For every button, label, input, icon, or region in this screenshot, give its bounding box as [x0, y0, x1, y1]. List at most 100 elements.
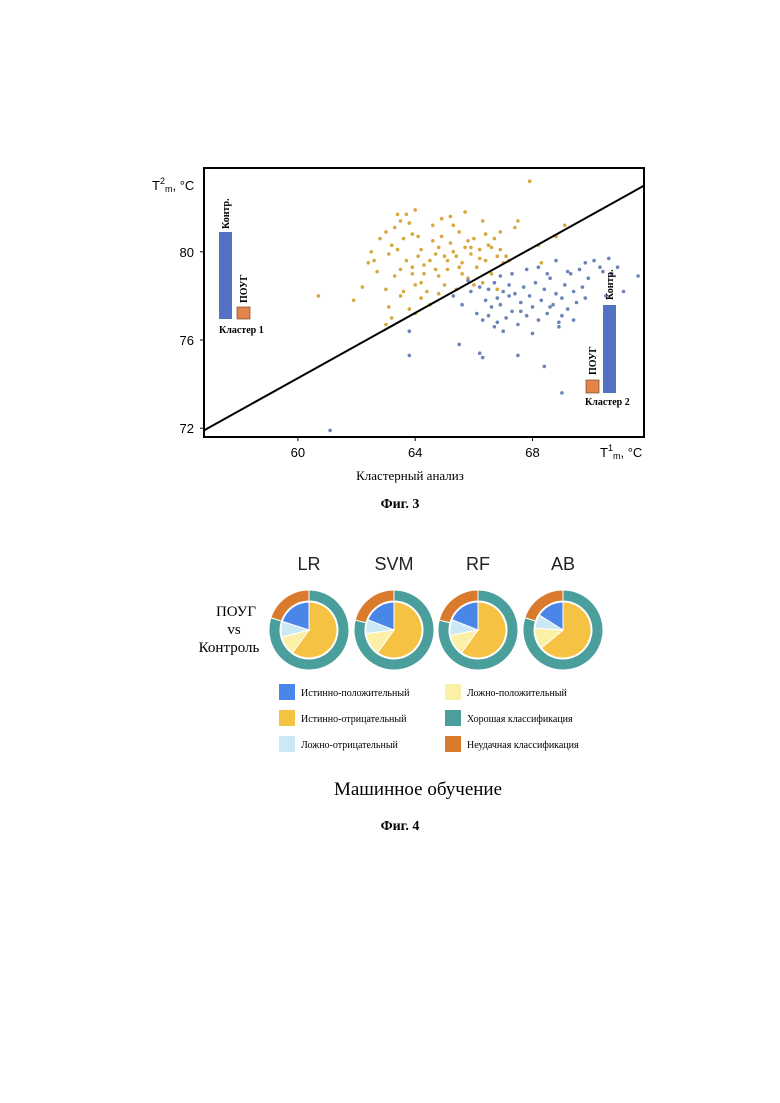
figure-4-caption: Фиг. 4 [381, 819, 420, 834]
series-1-point [460, 261, 464, 265]
series-2-point [510, 272, 514, 276]
series-1-point [443, 254, 447, 258]
series-2-point [554, 292, 558, 296]
series-1-point [455, 254, 459, 258]
figure-4-pies: LRSVMRFAB ПОУГ vs Контроль Истинно-полож… [199, 554, 603, 834]
series-1-point [416, 254, 420, 258]
series-1-point [460, 272, 464, 276]
series-1-point [413, 283, 417, 287]
series-1-point [490, 272, 494, 276]
series-1-point [466, 239, 470, 243]
series-1-point [457, 265, 461, 269]
series-1-point [393, 274, 397, 278]
series-2-point [560, 314, 564, 318]
series-1-point [487, 243, 491, 247]
series-2-point [487, 314, 491, 318]
series-2-point [537, 265, 541, 269]
cluster-1-poag-label: ПОУГ [239, 274, 250, 303]
series-1-point [402, 290, 406, 294]
scatter-points [317, 179, 640, 432]
series-2-point [519, 301, 523, 305]
cluster-1-annotation: Контр. ПОУГ Кластер 1 [219, 198, 264, 336]
pie-title: RF [466, 554, 490, 574]
y-tick-label: 76 [180, 333, 194, 348]
cluster-1-poag-bar [237, 307, 250, 319]
series-1-point [528, 179, 532, 183]
series-2-point [493, 281, 497, 285]
series-1-point [361, 285, 365, 289]
series-2-point [499, 274, 503, 278]
cluster-2-poag-label: ПОУГ [588, 346, 599, 375]
series-2-point [507, 294, 511, 298]
series-2-point [540, 299, 544, 303]
series-2-point [501, 329, 505, 333]
cluster-2-poag-bar [586, 380, 599, 393]
series-1-point [431, 239, 435, 243]
series-2-point [584, 296, 588, 300]
series-1-point [419, 296, 423, 300]
pie-panel-ab: AB [523, 554, 603, 670]
series-2-point [572, 318, 576, 322]
series-2-point [504, 316, 508, 320]
series-1-point [431, 224, 435, 228]
series-1-point [422, 272, 426, 276]
series-2-point [548, 305, 552, 309]
series-2-point [578, 268, 582, 272]
y-tick-label: 80 [180, 245, 194, 260]
series-1-point [396, 248, 400, 252]
series-1-point [516, 219, 520, 223]
cluster-2-control-bar [603, 305, 616, 393]
series-1-point [352, 299, 356, 303]
cluster-2-control-label: Контр. [605, 269, 616, 300]
series-2-point [487, 288, 491, 292]
figure-3-scatter: 606468727680 T2m, °C T1m, °C Кластерный … [152, 168, 644, 512]
series-1-point [428, 259, 432, 263]
row-label-line-1: ПОУГ [216, 604, 256, 620]
series-1-point [563, 224, 567, 228]
series-2-point [616, 265, 620, 269]
series-1-point [493, 237, 497, 241]
legend-swatch-tn [279, 710, 295, 726]
series-1-point [384, 288, 388, 292]
series-2-point [607, 257, 611, 261]
series-2-point [493, 325, 497, 329]
series-1-point [481, 219, 485, 223]
series-1-point [369, 250, 373, 254]
series-2-point [548, 276, 552, 280]
series-2-point [501, 290, 505, 294]
series-1-point [499, 248, 503, 252]
series-2-point [499, 303, 503, 307]
cluster-2-label: Кластер 2 [585, 397, 630, 408]
y-axis-title: T2m, °C [152, 176, 194, 194]
series-1-point [390, 243, 394, 247]
legend-swatch-tp [279, 684, 295, 700]
figure-canvas: 606468727680 T2m, °C T1m, °C Кластерный … [0, 0, 780, 1103]
legend-swatch-good [445, 710, 461, 726]
series-2-point [484, 299, 488, 303]
series-2-point [545, 312, 549, 316]
row-label-line-3: Контроль [199, 640, 260, 656]
series-1-point [434, 268, 438, 272]
series-2-point [457, 343, 461, 347]
series-2-point [543, 365, 547, 369]
series-1-point [443, 283, 447, 287]
series-1-point [469, 246, 473, 250]
x-tick-label: 68 [525, 445, 539, 460]
series-2-point [537, 318, 541, 322]
series-2-point [328, 429, 332, 433]
axis-ticks: 606468727680 [180, 245, 540, 460]
series-2-point [581, 285, 585, 289]
series-1-point [416, 235, 420, 239]
series-1-point [411, 232, 415, 236]
pie-panels: LRSVMRFAB [269, 554, 603, 670]
series-1-point [378, 237, 382, 241]
series-2-point [528, 294, 532, 298]
series-1-point [393, 226, 397, 230]
series-1-point [367, 261, 371, 265]
series-2-point [560, 391, 564, 395]
series-2-point [569, 272, 573, 276]
series-2-point [598, 265, 602, 269]
pie-panel-rf: RF [438, 554, 518, 670]
series-1-point [478, 257, 482, 261]
series-2-point [513, 292, 517, 296]
